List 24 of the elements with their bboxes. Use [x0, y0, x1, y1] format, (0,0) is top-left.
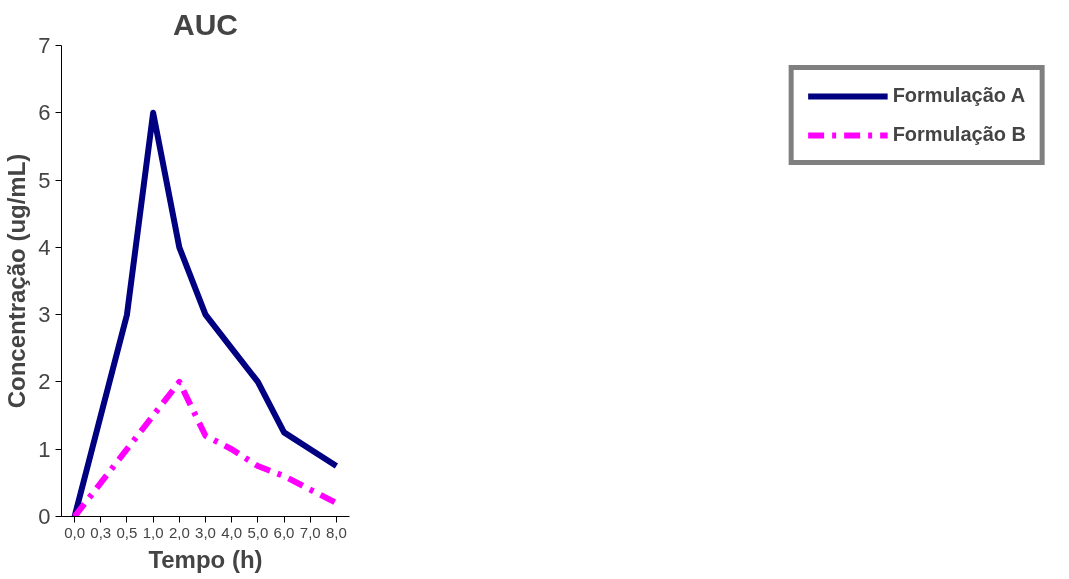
x-tick-label: 6,0 [273, 523, 295, 541]
y-tick-label: 2 [38, 369, 51, 395]
legend-label: Formulação B [892, 123, 1026, 146]
legend-label: Formulação A [892, 84, 1026, 107]
y-tick-label: 1 [38, 436, 51, 462]
x-tick-label: 1,0 [142, 523, 164, 541]
x-tick-label: 0,5 [116, 523, 138, 541]
chart-title: AUC [173, 7, 238, 41]
x-tick-label: 0,3 [90, 523, 112, 541]
x-tick-label: 2,0 [168, 523, 190, 541]
x-tick-label: 0,0 [64, 523, 86, 541]
y-tick-label: 6 [38, 100, 51, 126]
y-tick-label: 0 [38, 504, 51, 529]
y-tick-label: 7 [38, 33, 51, 58]
y-tick-label: 5 [38, 167, 51, 193]
y-tick-label: 3 [38, 302, 51, 328]
x-axis-title: Tempo (h) [148, 545, 263, 573]
y-tick-label: 4 [38, 234, 51, 260]
x-tick-label: 8,0 [325, 523, 347, 541]
x-tick-label: 7,0 [299, 523, 321, 541]
x-tick-label: 3,0 [195, 523, 216, 541]
x-tick-label: 4,0 [221, 523, 243, 541]
x-tick-label: 5,0 [247, 523, 269, 541]
y-axis-title: Concentração (ug/mL) [3, 153, 31, 409]
